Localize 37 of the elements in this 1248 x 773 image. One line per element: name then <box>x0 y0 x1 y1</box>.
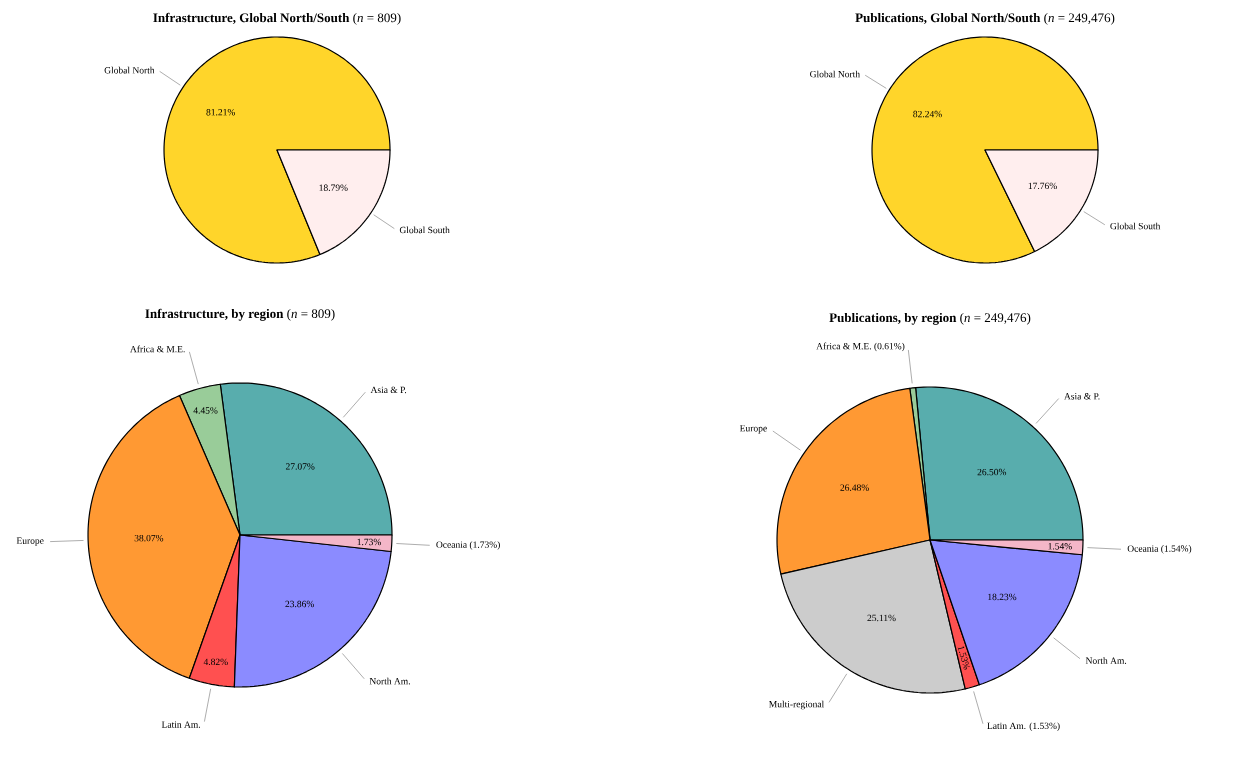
data-label: 1.73% <box>357 538 381 546</box>
slice-label: North Am. <box>369 677 410 685</box>
data-label: 4.82% <box>203 658 228 666</box>
slice-label: Asia & P. <box>1064 393 1100 400</box>
chart-title: Infrastructure, Global North/South (n = 809) <box>153 12 401 25</box>
chart-title: Publications, Global North/South (n = 249,476) <box>855 13 1115 25</box>
data-label: 81.21% <box>206 109 235 116</box>
data-label: 18.23% <box>988 593 1017 601</box>
data-label: 4.45% <box>193 407 218 414</box>
slice-label: Europe <box>16 537 44 546</box>
slice-label: Asia & P. <box>370 386 407 394</box>
slice-label: Latin Am. <box>161 721 201 728</box>
data-label: 18.79% <box>319 184 348 191</box>
data-label: 1.54% <box>1048 543 1072 550</box>
data-label: 27.07% <box>285 463 315 470</box>
slice-label: Global North <box>810 70 860 78</box>
data-label: 23.86% <box>285 600 314 608</box>
slice-label: North Am. <box>1085 657 1127 664</box>
slice-label: Global South <box>399 226 450 234</box>
data-label: 17.76% <box>1028 182 1057 190</box>
slice-label: Latin Am. (1.53%) <box>987 722 1060 731</box>
slice-label: Multi-regional <box>769 700 824 710</box>
chart-title: Publications, by region (n = 249,476) <box>829 312 1031 325</box>
data-label: 26.48% <box>840 484 869 491</box>
slice-label: Africa & M.E. (0.61%) <box>816 342 905 352</box>
slice-label: Global South <box>1110 222 1161 230</box>
chart-title: Infrastructure, by region (n = 809) <box>145 308 335 321</box>
slice-label: Global North <box>104 66 155 74</box>
slice-label: Europe <box>739 425 767 434</box>
data-label: 38.07% <box>134 534 164 542</box>
data-label: 25.11% <box>867 614 896 622</box>
data-label: 1.53% <box>957 646 970 670</box>
data-label: 82.24% <box>913 110 942 118</box>
slice-label: Africa & M.E. <box>130 345 185 353</box>
slice-label: Oceania (1.54%) <box>1127 545 1192 554</box>
data-label: 26.50% <box>977 468 1007 476</box>
slice-label: Oceania (1.73%) <box>436 541 500 550</box>
